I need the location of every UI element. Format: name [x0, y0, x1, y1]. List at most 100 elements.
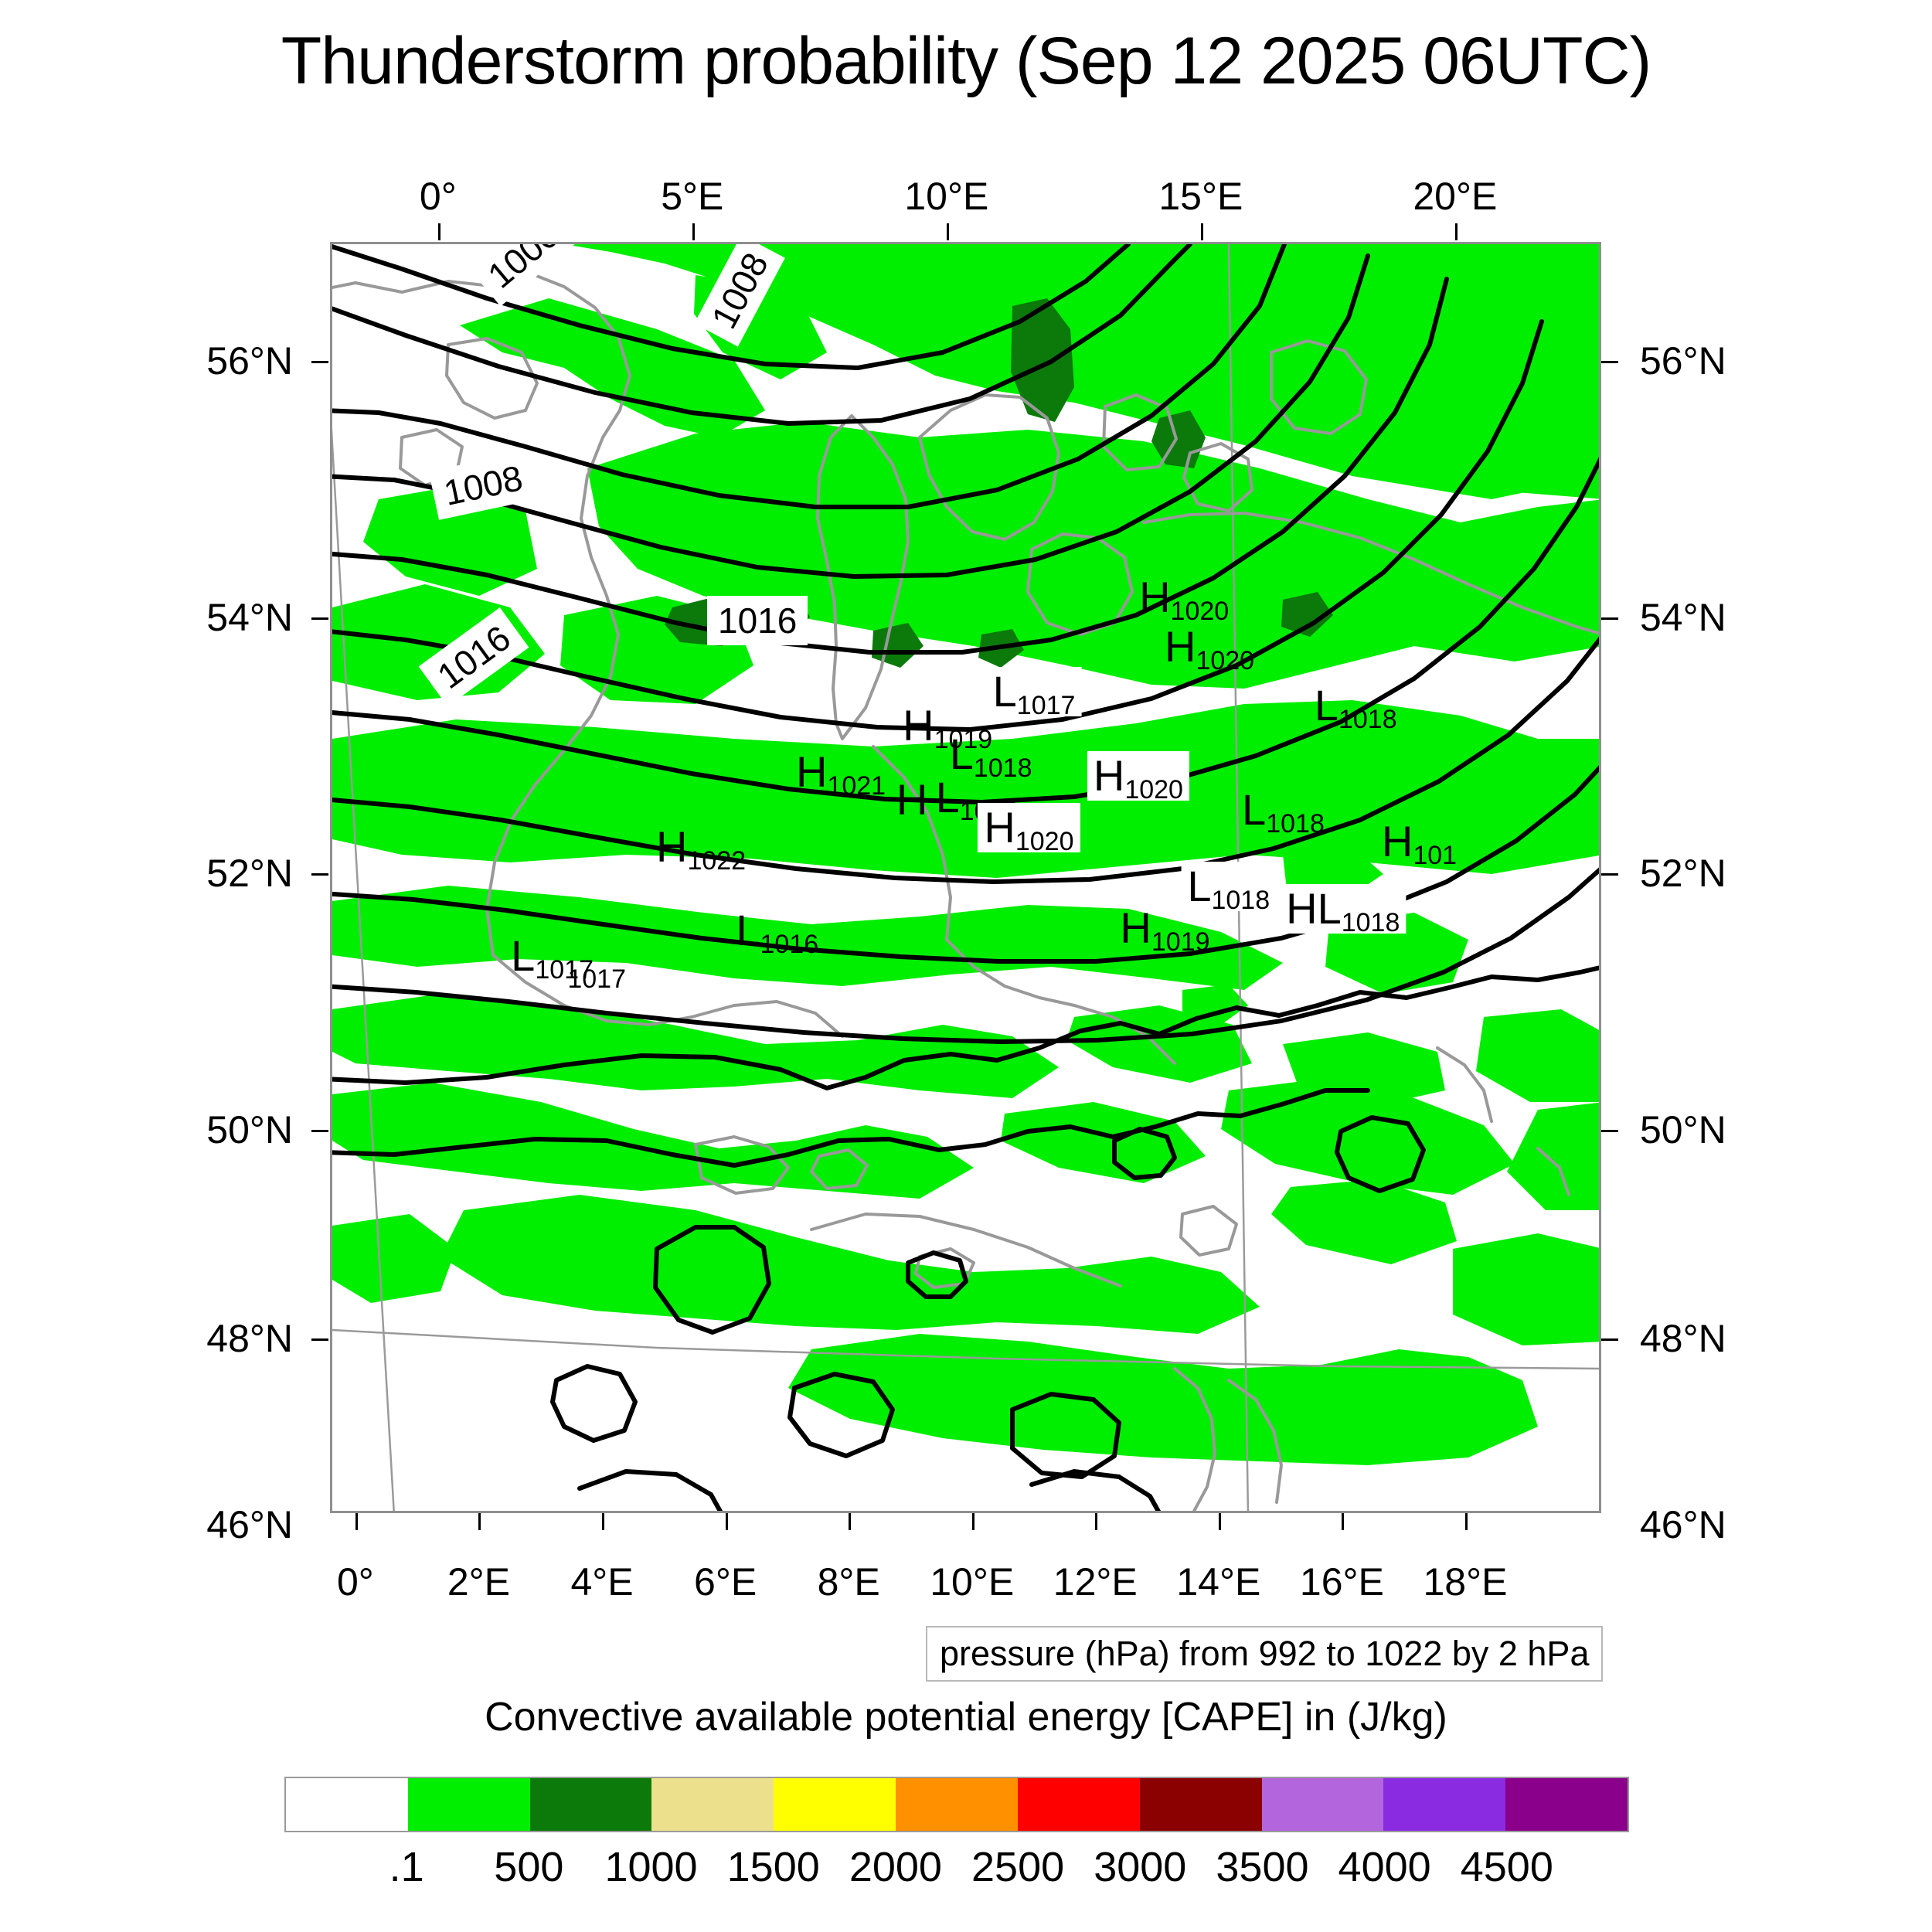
axis-tick — [1218, 1513, 1221, 1530]
lon-label-top-3: 15°E — [1158, 175, 1243, 218]
lon-label-bottom-7: 14°E — [1176, 1560, 1261, 1604]
lon-label-bottom-8: 16°E — [1299, 1560, 1384, 1604]
cape-caption: Convective available potential energy [C… — [485, 1695, 1447, 1740]
colorbar-tick-9: 4500 — [1460, 1844, 1553, 1890]
axis-tick — [849, 1513, 852, 1530]
colorbar[interactable] — [284, 1777, 1629, 1832]
pressure-center-h-0: H1020 — [1139, 573, 1230, 627]
lat-label-left-5: 46°N — [206, 1503, 293, 1546]
lon-label-top-2: 10°E — [904, 175, 989, 218]
pressure-center-l-5: L1018 — [949, 729, 1032, 783]
pressure-center-h-13: H101 — [1381, 817, 1458, 871]
axis-tick — [311, 1338, 328, 1341]
axis-tick — [1454, 223, 1458, 240]
axis-tick — [692, 223, 695, 240]
colorbar-tick-0: .1 — [389, 1844, 424, 1890]
pressure-center-h-8: H — [896, 774, 928, 824]
colorbar-tick-3: 1500 — [726, 1844, 820, 1890]
map-canvas — [332, 244, 1599, 1511]
axis-tick — [478, 1513, 481, 1530]
axis-tick — [437, 223, 440, 240]
pressure-center-h-1: H1020 — [1165, 622, 1255, 676]
pressure-center-x-19: 1017 — [567, 964, 626, 994]
axis-tick — [311, 361, 328, 363]
colorbar-cell-5[interactable] — [896, 1778, 1018, 1831]
colorbar-tick-2: 1000 — [604, 1844, 698, 1890]
pressure-center-h-4: H1019 — [903, 701, 993, 755]
pressure-caption: pressure (hPa) from 992 to 1022 by 2 hPa — [926, 1626, 1604, 1682]
axis-tick — [1601, 873, 1618, 876]
axis-tick — [311, 1130, 328, 1132]
lat-label-right-2: 52°N — [1640, 852, 1726, 895]
colorbar-cells[interactable] — [284, 1777, 1629, 1832]
colorbar-cell-0[interactable] — [286, 1778, 408, 1831]
colorbar-cell-3[interactable] — [651, 1778, 774, 1831]
colorbar-cell-9[interactable] — [1383, 1778, 1506, 1831]
axis-tick — [1200, 223, 1203, 240]
pressure-center-h-16: H1019 — [1120, 903, 1210, 957]
pressure-center-h-7: H1020 — [1087, 750, 1189, 803]
pressure-center-l-18: L1017 — [511, 931, 594, 985]
colorbar-labels: .1 500 1000 1500 2000 2500 3000 3500 4000 4500 — [284, 1843, 1629, 1897]
lat-label-left-2: 52°N — [206, 852, 293, 895]
lat-label-right-0: 56°N — [1640, 339, 1726, 383]
axis-tick — [1601, 361, 1618, 363]
colorbar-tick-7: 3500 — [1216, 1844, 1309, 1890]
colorbar-cell-8[interactable] — [1261, 1778, 1384, 1831]
pressure-center-l-14: L1018 — [1181, 861, 1277, 913]
axis-tick — [1601, 1338, 1618, 1341]
axis-tick — [1095, 1513, 1098, 1530]
pressure-center-l-2: L1018 — [1314, 681, 1397, 735]
colorbar-cell-10[interactable] — [1505, 1778, 1628, 1831]
lon-label-bottom-2: 4°E — [570, 1560, 634, 1604]
colorbar-cell-2[interactable] — [529, 1778, 652, 1831]
lon-label-bottom-3: 6°E — [694, 1560, 757, 1604]
pressure-center-l-12: L1018 — [1242, 785, 1325, 839]
pressure-center-h-11: H1022 — [656, 821, 747, 876]
axis-tick — [1601, 1130, 1618, 1132]
lon-label-bottom-9: 18°E — [1423, 1560, 1508, 1604]
pressure-center-h-6: H1021 — [795, 747, 886, 801]
axis-tick — [1601, 617, 1618, 620]
map-frame: 1000 1008 1008 1016 1016 H1020 H1020 L1018… — [330, 242, 1601, 1513]
lon-label-bottom-5: 10°E — [930, 1560, 1015, 1604]
colorbar-cell-7[interactable] — [1139, 1778, 1262, 1831]
colorbar-cell-6[interactable] — [1017, 1778, 1140, 1831]
pressure-center-l-3: L1017 — [986, 667, 1082, 719]
lat-label-left-4: 48°N — [206, 1317, 293, 1360]
colorbar-tick-5: 2500 — [971, 1844, 1065, 1890]
lon-label-top-1: 5°E — [661, 175, 724, 218]
lat-label-right-1: 54°N — [1640, 596, 1726, 639]
colorbar-cell-4[interactable] — [774, 1778, 896, 1831]
lon-label-top-4: 20°E — [1413, 175, 1498, 218]
lat-label-left-1: 54°N — [206, 596, 293, 639]
axis-tick — [725, 1513, 728, 1530]
colorbar-tick-8: 4000 — [1338, 1844, 1431, 1890]
map-panel: 1000 1008 1008 1016 1016 H1020 H1020 L1018… — [311, 223, 1618, 1530]
lon-label-bottom-6: 12°E — [1053, 1560, 1138, 1604]
pressure-center-hl-15: HL1018 — [1280, 884, 1406, 936]
axis-tick — [355, 1513, 358, 1530]
lat-label-right-5: 46°N — [1640, 1503, 1726, 1546]
axis-tick — [311, 617, 328, 620]
page-title: Thunderstorm probability (Sep 12 2025 06… — [281, 24, 1651, 98]
colorbar-tick-4: 2000 — [849, 1844, 942, 1890]
contour-label-1016-east: 1016 — [707, 596, 808, 645]
axis-tick — [1464, 1513, 1468, 1530]
coastlines — [332, 274, 1599, 1511]
colorbar-cell-1[interactable] — [407, 1778, 530, 1831]
lon-label-bottom-4: 8°E — [817, 1560, 880, 1604]
axis-tick — [971, 1513, 975, 1530]
axis-tick — [946, 223, 949, 240]
axis-tick — [602, 1513, 605, 1530]
lon-label-bottom-0: 0° — [336, 1560, 374, 1604]
lat-label-right-4: 48°N — [1640, 1317, 1726, 1360]
lat-label-left-0: 56°N — [206, 339, 293, 383]
lon-label-top-0: 0° — [419, 175, 457, 218]
axis-tick — [311, 873, 328, 876]
colorbar-tick-6: 3000 — [1094, 1844, 1187, 1890]
axis-tick — [1342, 1513, 1345, 1530]
lon-label-bottom-1: 2°E — [447, 1560, 511, 1604]
lat-label-left-3: 50°N — [206, 1108, 293, 1151]
pressure-center-l-17: L1016 — [736, 906, 819, 960]
